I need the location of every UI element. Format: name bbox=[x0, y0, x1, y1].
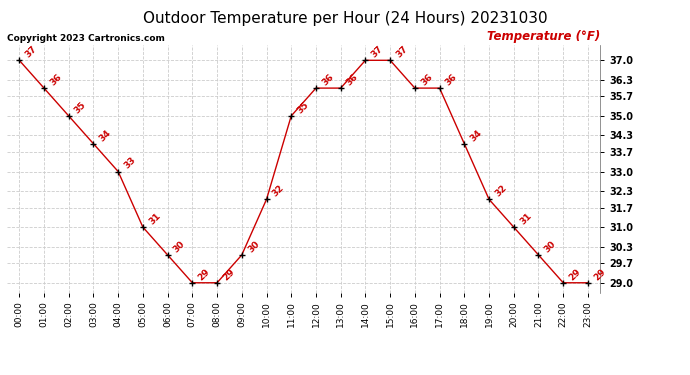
Text: 30: 30 bbox=[246, 239, 261, 254]
Text: 33: 33 bbox=[122, 156, 137, 171]
Text: 35: 35 bbox=[73, 100, 88, 115]
Text: 32: 32 bbox=[270, 183, 286, 198]
Text: 32: 32 bbox=[493, 183, 509, 198]
Text: 36: 36 bbox=[345, 72, 360, 87]
Text: Copyright 2023 Cartronics.com: Copyright 2023 Cartronics.com bbox=[7, 33, 165, 42]
Text: 29: 29 bbox=[567, 267, 582, 282]
Text: 37: 37 bbox=[370, 44, 385, 60]
Text: 31: 31 bbox=[147, 211, 162, 226]
Text: 29: 29 bbox=[197, 267, 212, 282]
Text: 29: 29 bbox=[221, 267, 237, 282]
Text: 37: 37 bbox=[394, 44, 410, 60]
Text: 37: 37 bbox=[23, 44, 39, 60]
Text: 29: 29 bbox=[592, 267, 607, 282]
Text: 34: 34 bbox=[97, 128, 113, 143]
Text: 35: 35 bbox=[295, 100, 310, 115]
Text: 30: 30 bbox=[542, 239, 558, 254]
Text: 36: 36 bbox=[419, 72, 434, 87]
Text: 36: 36 bbox=[320, 72, 335, 87]
Text: 34: 34 bbox=[469, 128, 484, 143]
Text: 30: 30 bbox=[172, 239, 187, 254]
Text: 36: 36 bbox=[444, 72, 459, 87]
Text: 31: 31 bbox=[518, 211, 533, 226]
Text: Temperature (°F): Temperature (°F) bbox=[487, 30, 600, 42]
Text: 36: 36 bbox=[48, 72, 63, 87]
Text: Outdoor Temperature per Hour (24 Hours) 20231030: Outdoor Temperature per Hour (24 Hours) … bbox=[143, 11, 547, 26]
